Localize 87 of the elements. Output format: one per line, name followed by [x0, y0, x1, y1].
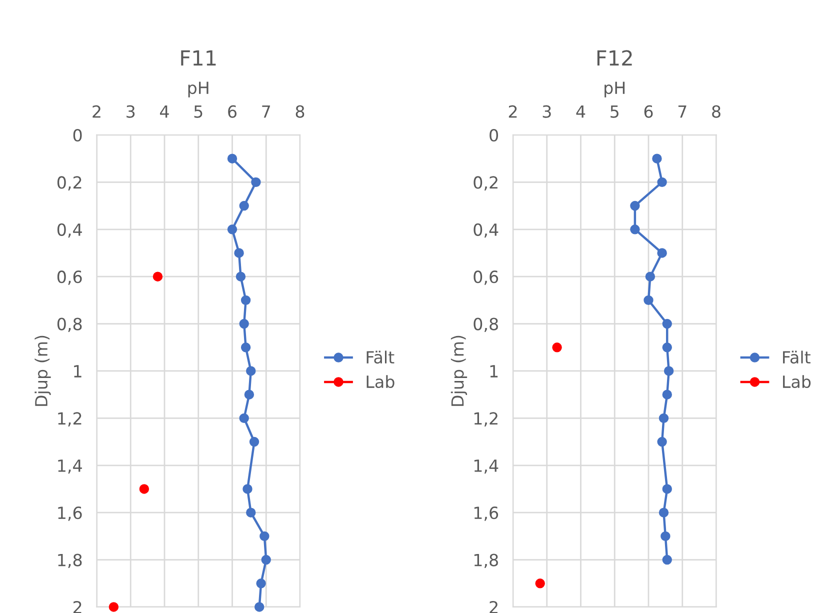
point — [662, 342, 672, 352]
point — [108, 602, 119, 612]
point — [658, 508, 669, 518]
point — [552, 342, 562, 352]
point — [239, 413, 249, 424]
point — [242, 484, 252, 494]
y-tick-label: 1,8 — [474, 554, 498, 568]
point — [658, 413, 669, 424]
point — [630, 224, 640, 234]
point — [657, 177, 667, 188]
y-tick-label: 0,2 — [474, 176, 498, 190]
point — [234, 248, 244, 258]
point — [664, 366, 674, 376]
point — [645, 272, 656, 282]
x-tick-label: 3 — [542, 105, 551, 118]
point — [246, 366, 256, 376]
x-tick-label: 2 — [508, 105, 517, 118]
point — [239, 200, 249, 211]
x-axis-title: pH — [188, 82, 208, 98]
y-tick-label: 2 — [73, 600, 82, 613]
point — [239, 318, 249, 329]
point — [652, 154, 662, 164]
y-tick-label: 0,2 — [57, 176, 82, 190]
point — [227, 224, 238, 234]
chart-title: F12 — [597, 50, 632, 66]
point — [152, 272, 163, 282]
point — [662, 554, 672, 565]
x-axis-title: pH — [604, 82, 625, 98]
y-tick-label: 2 — [490, 600, 498, 613]
y-axis-title: Djup (m) — [34, 336, 51, 406]
point — [630, 200, 640, 211]
y-tick-label: 1,6 — [474, 506, 498, 521]
legend-label: Fält — [783, 350, 810, 364]
y-tick-label: 1,2 — [58, 412, 82, 426]
y-tick-label: 0,6 — [474, 270, 498, 285]
point — [240, 295, 251, 306]
y-tick-label: 1 — [490, 365, 498, 378]
y-tick-label: 0,6 — [57, 270, 82, 285]
point — [535, 578, 545, 588]
x-tick-label: 8 — [296, 105, 304, 118]
x-tick-label: 6 — [644, 105, 653, 118]
point — [261, 554, 271, 565]
x-tick-label: 7 — [262, 105, 270, 118]
point — [662, 318, 672, 329]
y-tick-label: 1,4 — [474, 460, 498, 474]
y-tick-label: 1,6 — [58, 506, 82, 521]
x-tick-label: 7 — [678, 105, 686, 118]
point — [139, 484, 150, 494]
point — [249, 436, 260, 447]
point — [251, 177, 261, 188]
y-tick-label: 0,4 — [57, 223, 82, 238]
point — [657, 436, 667, 447]
point — [244, 390, 254, 400]
x-tick-label: 6 — [228, 105, 236, 118]
y-tick-label: 1,4 — [58, 460, 82, 474]
point — [644, 295, 654, 306]
point — [662, 390, 672, 400]
x-tick-label: 5 — [610, 105, 618, 118]
point — [240, 342, 251, 352]
x-tick-label: 4 — [160, 105, 169, 118]
y-tick-label: 0,4 — [474, 223, 498, 238]
chart-title: F11 — [181, 50, 216, 66]
x-tick-label: 2 — [92, 105, 100, 118]
point — [657, 248, 667, 258]
x-tick-label: 3 — [126, 105, 135, 118]
legend-label: Lab — [366, 375, 394, 388]
y-tick-label: 0 — [490, 128, 498, 142]
point — [662, 484, 672, 494]
point — [256, 578, 266, 588]
y-tick-label: 0 — [73, 128, 82, 142]
y-tick-label: 1 — [74, 365, 82, 378]
y-tick-label: 1,2 — [474, 412, 498, 426]
legend-label: Fält — [366, 350, 394, 364]
y-tick-label: 1,8 — [58, 554, 82, 568]
legend-label: Lab — [783, 375, 811, 388]
point — [660, 531, 670, 542]
y-axis-title: Djup (m) — [450, 336, 468, 406]
x-tick-label: 4 — [576, 105, 586, 118]
point — [260, 531, 270, 542]
point — [254, 602, 264, 612]
x-tick-label: 5 — [194, 105, 202, 118]
point — [246, 508, 256, 518]
y-tick-label: 0,8 — [474, 318, 498, 332]
point — [227, 154, 238, 164]
point — [236, 272, 246, 282]
y-tick-label: 0,8 — [57, 318, 82, 332]
x-tick-label: 8 — [712, 105, 720, 118]
